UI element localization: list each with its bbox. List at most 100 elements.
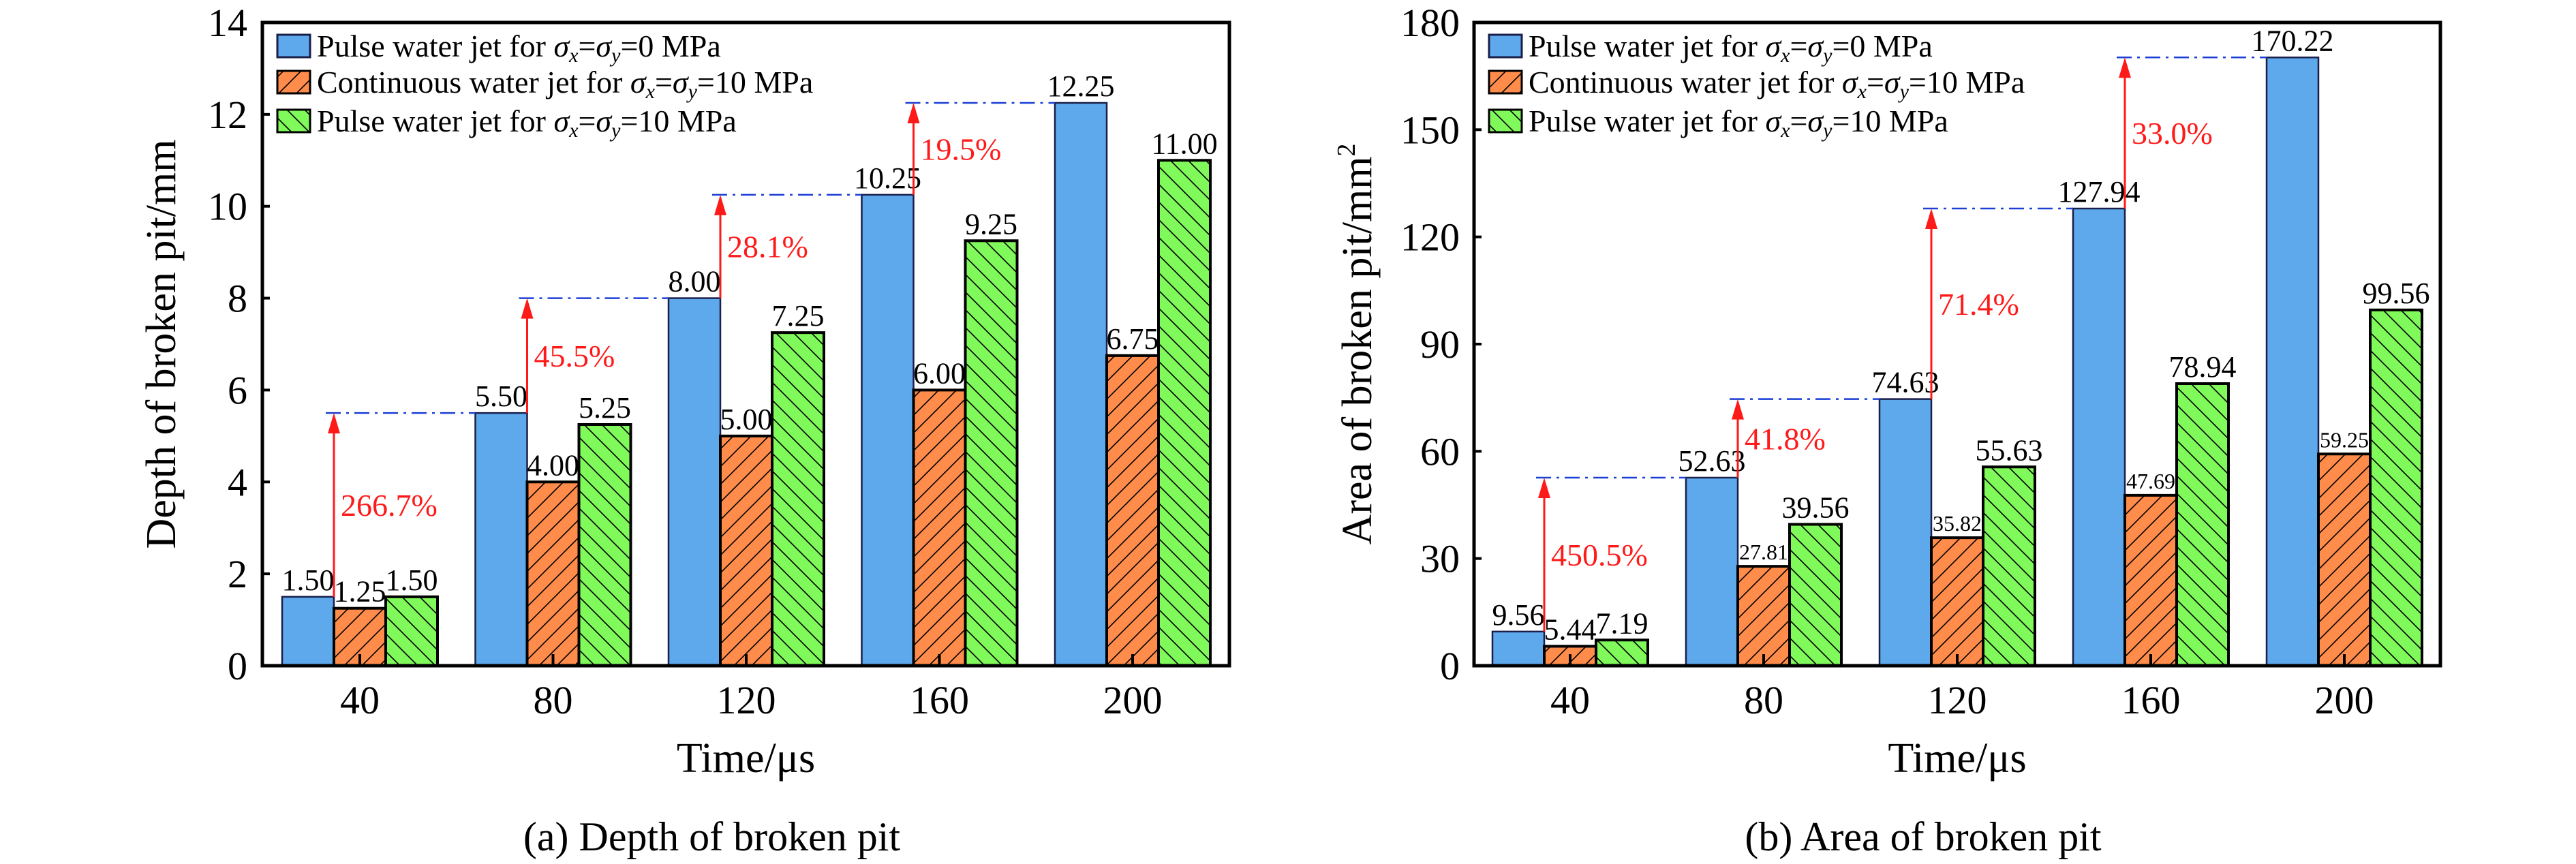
value-label: 55.63 bbox=[1976, 433, 2043, 467]
percent-increase-label: 450.5% bbox=[1551, 538, 1648, 572]
y-tick-label: 180 bbox=[1400, 1, 1460, 45]
x-tick-label: 40 bbox=[1550, 678, 1590, 722]
value-label: 9.56 bbox=[1492, 598, 1545, 632]
sigma-symbol: σ bbox=[673, 65, 690, 99]
y-tick-label: 4 bbox=[228, 460, 247, 504]
equals-sign: = bbox=[1790, 29, 1807, 63]
y-tick-label: 150 bbox=[1400, 108, 1460, 152]
x-tick-label: 40 bbox=[340, 678, 380, 722]
sigma-symbol: σ bbox=[1884, 65, 1901, 99]
subscript-x: x bbox=[1780, 119, 1790, 142]
chart-panel-depth: 1.50 5.50 8.00 10.25 12.25 1.25 4.00 5.00 6.00 6.… bbox=[138, 1, 1231, 859]
equals-sign: = bbox=[578, 104, 596, 138]
y-tick-label: 2 bbox=[228, 552, 247, 596]
legend-label: Continuous water jet for σx=σy=10 MPa bbox=[317, 65, 813, 103]
legend-item: Pulse water jet for σx=σy=10 MPa bbox=[1488, 104, 1948, 142]
legend-label-value: =0 MPa bbox=[1832, 29, 1932, 63]
x-tick-label: 120 bbox=[717, 678, 776, 722]
y-tick-label: 120 bbox=[1400, 215, 1460, 260]
legend-swatch bbox=[276, 108, 311, 134]
bar-pulse-10mpa-200 bbox=[2369, 308, 2423, 667]
value-label: 170.22 bbox=[2252, 24, 2334, 57]
arrowhead-icon bbox=[1732, 399, 1744, 420]
legend-item: Continuous water jet for σx=σy=10 MPa bbox=[276, 65, 813, 103]
percent-increase-label: 71.4% bbox=[1938, 287, 2019, 322]
legend-swatch bbox=[1488, 70, 1523, 95]
value-label: 7.25 bbox=[772, 299, 825, 333]
value-label: 27.81 bbox=[1739, 540, 1788, 564]
y-tick-label: 12 bbox=[208, 93, 247, 137]
bar-pulse-0mpa-160 bbox=[861, 194, 915, 667]
percent-increase-label: 45.5% bbox=[534, 339, 615, 373]
subscript-y: y bbox=[1821, 44, 1833, 67]
chart-panel-area: 9.56 52.63 74.63 127.94 170.22 5.44 27.81 35.82… bbox=[1332, 1, 2442, 859]
value-label: 39.56 bbox=[1782, 491, 1850, 525]
bar-pulse-0mpa-160 bbox=[2072, 207, 2126, 667]
legend-label: Continuous water jet for σx=σy=10 MPa bbox=[1529, 65, 2025, 103]
legend-item: Pulse water jet for σx=σy=0 MPa bbox=[1488, 29, 1933, 67]
subscript-y: y bbox=[609, 44, 621, 67]
value-label: 5.25 bbox=[579, 391, 631, 425]
bar-pulse-10mpa-80 bbox=[577, 423, 632, 667]
bar-pulse-10mpa-160 bbox=[964, 239, 1019, 667]
bar-pulse-10mpa-40 bbox=[384, 595, 439, 667]
x-tick-label: 80 bbox=[534, 678, 573, 722]
legend-label-prefix: Pulse water jet for bbox=[317, 104, 553, 138]
sigma-symbol: σ bbox=[1842, 65, 1859, 99]
equals-sign: = bbox=[1790, 104, 1807, 138]
sigma-symbol: σ bbox=[630, 65, 647, 99]
arrowhead-icon bbox=[1925, 209, 1937, 230]
value-label: 6.75 bbox=[1107, 322, 1159, 356]
legend-label-prefix: Pulse water jet for bbox=[1529, 104, 1765, 138]
bar-pulse-10mpa-160 bbox=[2175, 382, 2230, 667]
bar-pulse-10mpa-120 bbox=[771, 331, 825, 667]
legend-label-value: =10 MPa bbox=[1832, 104, 1948, 138]
legend-label-value: =10 MPa bbox=[620, 104, 736, 138]
subscript-x: x bbox=[1780, 44, 1790, 67]
legend-label-prefix: Pulse water jet for bbox=[317, 29, 553, 63]
y-axis-title-superscript: 2 bbox=[1332, 144, 1361, 157]
value-label: 52.63 bbox=[1678, 444, 1746, 478]
legend-item: Pulse water jet for σx=σy=0 MPa bbox=[276, 29, 721, 67]
y-axis-title-text: Depth of broken pit/mm bbox=[138, 140, 185, 549]
figure-caption: (a) Depth of broken pit bbox=[523, 814, 900, 859]
legend-swatch bbox=[276, 70, 311, 95]
value-label: 1.25 bbox=[334, 575, 386, 608]
x-axis-title: Time/μs bbox=[677, 735, 815, 782]
x-tick-label: 200 bbox=[2315, 678, 2374, 722]
legend-label: Pulse water jet for σx=σy=0 MPa bbox=[317, 29, 721, 67]
subscript-x: x bbox=[568, 119, 579, 142]
value-label: 9.25 bbox=[965, 207, 1017, 241]
value-label: 5.00 bbox=[720, 403, 773, 436]
x-tick-label: 160 bbox=[2121, 678, 2181, 722]
legend-label: Pulse water jet for σx=σy=10 MPa bbox=[1529, 104, 1948, 142]
subscript-y: y bbox=[609, 119, 621, 142]
legend-label-value: =0 MPa bbox=[620, 29, 720, 63]
x-tick-label: 80 bbox=[1744, 678, 1783, 722]
legend-label: Pulse water jet for σx=σy=0 MPa bbox=[1529, 29, 1933, 67]
arrowhead-icon bbox=[1538, 477, 1550, 498]
bar-pulse-0mpa-80 bbox=[474, 412, 528, 667]
bar-continuous-10mpa-160 bbox=[2123, 493, 2178, 668]
value-label: 35.82 bbox=[1933, 511, 1982, 536]
percent-increase-label: 28.1% bbox=[727, 230, 808, 264]
value-label: 1.50 bbox=[282, 564, 335, 597]
legend-label-prefix: Continuous water jet for bbox=[1529, 65, 1842, 99]
sigma-symbol: σ bbox=[1807, 104, 1824, 138]
bar-pulse-0mpa-80 bbox=[1685, 476, 1739, 667]
value-label: 78.94 bbox=[2169, 350, 2237, 384]
arrowhead-icon bbox=[328, 413, 340, 434]
value-label: 1.50 bbox=[386, 564, 438, 597]
legend: Pulse water jet for σx=σy=0 MPaContinuou… bbox=[1488, 29, 2025, 142]
bar-pulse-0mpa-200 bbox=[1054, 102, 1108, 667]
y-axis-title: Area of broken pit/mm2 bbox=[1332, 144, 1381, 545]
equals-sign: = bbox=[578, 29, 596, 63]
figure-caption: (b) Area of broken pit bbox=[1745, 814, 2101, 859]
value-label: 5.50 bbox=[475, 380, 527, 413]
bar-continuous-10mpa-160 bbox=[912, 388, 967, 668]
value-label: 4.00 bbox=[527, 448, 579, 482]
value-label: 12.25 bbox=[1047, 70, 1115, 103]
sigma-symbol: σ bbox=[596, 104, 613, 138]
value-label: 6.00 bbox=[913, 356, 966, 390]
